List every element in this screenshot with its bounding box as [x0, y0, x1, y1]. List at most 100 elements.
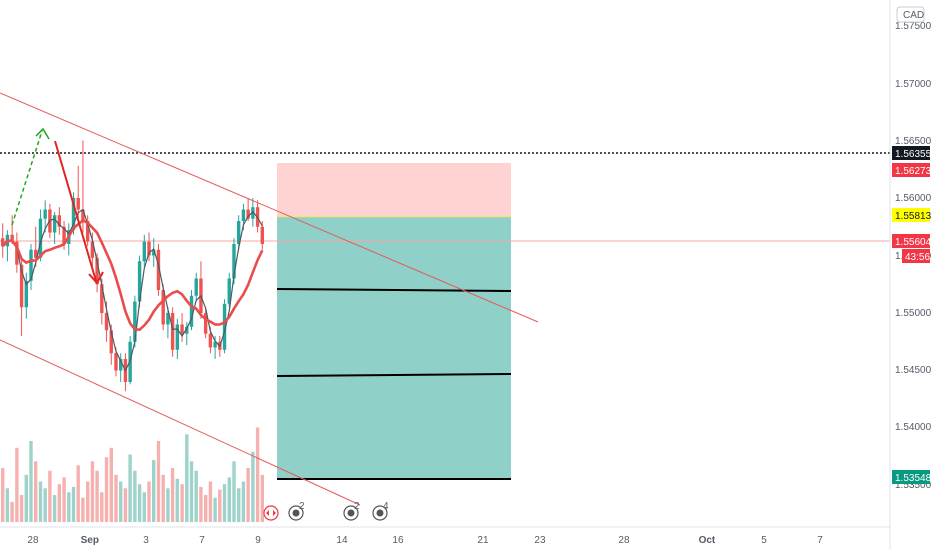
candle-body[interactable]: [81, 209, 85, 222]
volume-bar: [43, 488, 47, 523]
candle-body[interactable]: [95, 257, 99, 285]
candle-body[interactable]: [137, 261, 142, 302]
candle-body[interactable]: [241, 209, 246, 222]
candle-body[interactable]: [29, 249, 33, 281]
candle-body[interactable]: [147, 241, 151, 256]
candle-body[interactable]: [34, 249, 38, 258]
candle-body[interactable]: [175, 324, 180, 350]
candle-body[interactable]: [24, 280, 28, 308]
price-axis-label: 1.56500: [895, 136, 932, 147]
volume-bar: [189, 461, 194, 523]
candle-body[interactable]: [76, 198, 80, 210]
volume-bar: [255, 427, 260, 522]
candle-body[interactable]: [227, 278, 231, 304]
candle-body[interactable]: [119, 359, 123, 371]
candle-body[interactable]: [156, 249, 161, 290]
volume-bar: [147, 481, 151, 522]
volume-bar: [100, 492, 104, 522]
candle-body[interactable]: [57, 215, 62, 227]
candle-body[interactable]: [194, 278, 198, 296]
candle-body[interactable]: [185, 326, 189, 334]
stop-loss-zone[interactable]: [277, 163, 511, 216]
time-axis-label: 21: [477, 535, 489, 546]
price-axis-label: 1.54000: [895, 422, 932, 433]
green-up-arrow[interactable]: [11, 130, 43, 226]
volume-bar: [260, 474, 264, 523]
price-tag: [892, 470, 930, 484]
time-axis-label: Sep: [81, 535, 99, 546]
time-axis-label: 16: [392, 535, 404, 546]
candle-body[interactable]: [170, 313, 175, 350]
volume-bar: [175, 478, 179, 522]
candle-body[interactable]: [208, 333, 213, 348]
candle-body[interactable]: [15, 241, 19, 265]
candle-body[interactable]: [222, 303, 227, 350]
candle-body[interactable]: [203, 313, 208, 334]
price-axis-label: 1.54500: [895, 365, 932, 376]
candle-body[interactable]: [62, 226, 66, 244]
event-flag-icon[interactable]: [263, 505, 279, 521]
candle-body[interactable]: [246, 209, 250, 219]
volume-bar: [29, 441, 33, 522]
currency-button[interactable]: [896, 6, 925, 23]
target-line-1[interactable]: [276, 288, 512, 292]
candle-body[interactable]: [1, 238, 5, 247]
volume-bar: [199, 486, 203, 522]
candle-body[interactable]: [152, 249, 156, 256]
volume-bar: [251, 451, 255, 522]
red-down-arrow[interactable]: [54, 140, 97, 282]
volume-bar: [194, 470, 198, 522]
candle-body[interactable]: [189, 295, 194, 327]
volume-bar: [76, 465, 80, 522]
earnings-event-dot: [347, 509, 355, 517]
volume-bar: [109, 447, 113, 523]
candle-body[interactable]: [10, 234, 14, 242]
volume-bar: [161, 474, 165, 523]
candle-body[interactable]: [52, 215, 57, 233]
candle-body[interactable]: [104, 313, 109, 331]
volume-bar: [67, 492, 71, 522]
candle-body[interactable]: [43, 209, 47, 219]
price-axis-label: 1.55000: [895, 308, 932, 319]
candle-body[interactable]: [142, 241, 146, 262]
candle-body[interactable]: [213, 341, 217, 348]
candle-body[interactable]: [114, 353, 118, 371]
ma-short-line: [2, 208, 263, 372]
candle-body[interactable]: [19, 264, 24, 308]
time-axis-label: 7: [817, 535, 823, 546]
take-profit-zone[interactable]: [277, 217, 511, 480]
channel-upper-line[interactable]: [0, 92, 539, 323]
channel-lower-line[interactable]: [0, 339, 361, 506]
red-arrowhead: [88, 271, 104, 285]
time-axis-label: 14: [336, 535, 348, 546]
candle-body[interactable]: [85, 221, 90, 242]
candle-body[interactable]: [90, 241, 95, 258]
target-line-2[interactable]: [276, 373, 512, 377]
time-axis-label: 3: [143, 535, 149, 546]
volume-bar: [57, 484, 61, 522]
candle-body[interactable]: [109, 330, 113, 354]
candle-body[interactable]: [71, 198, 76, 231]
volume-bar: [123, 488, 128, 523]
price-axis-label: 1.57000: [895, 79, 932, 90]
volume-bar: [237, 488, 241, 523]
candle-body[interactable]: [161, 290, 165, 325]
candle-body[interactable]: [251, 207, 255, 219]
candle-body[interactable]: [133, 301, 137, 342]
time-axis-label: 28: [618, 535, 630, 546]
volume-bar: [204, 495, 208, 522]
volume-bar: [227, 477, 231, 522]
volume-bar: [166, 488, 170, 523]
earnings-event-dot: [292, 509, 300, 517]
candle-body[interactable]: [180, 324, 184, 334]
candle-body[interactable]: [100, 284, 104, 313]
candle-body[interactable]: [166, 313, 170, 325]
candle-body[interactable]: [232, 244, 236, 279]
candle-body[interactable]: [260, 226, 264, 244]
candle-body[interactable]: [237, 221, 241, 244]
candle-body[interactable]: [38, 218, 43, 258]
volume-bar: [62, 477, 66, 522]
volume-bar: [104, 457, 109, 522]
time-axis-label: 9: [255, 535, 261, 546]
